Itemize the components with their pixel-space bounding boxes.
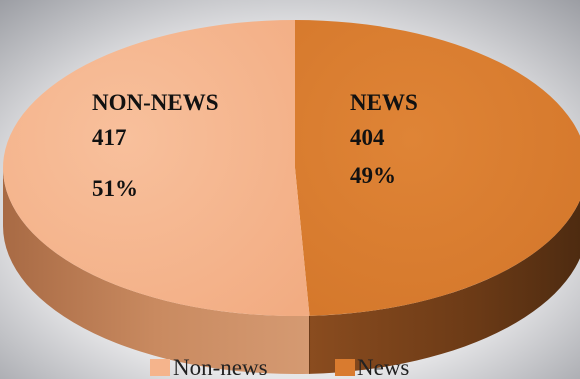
pie-side-non-news	[3, 168, 310, 374]
slice-label-non-news-percent: 51%	[92, 176, 138, 201]
slice-label-non-news-name: NON-NEWS	[92, 90, 219, 115]
slice-label-news-value: 404	[350, 125, 385, 150]
slice-label-non-news: NON-NEWS 417 51%	[92, 90, 219, 201]
pie-group	[3, 20, 580, 374]
slice-label-news-percent: 49%	[350, 163, 396, 188]
slice-label-news-name: NEWS	[350, 90, 418, 115]
pie-slice-non-news	[3, 20, 310, 316]
legend-label-news: News	[357, 355, 409, 379]
legend-label-non-news: Non-news	[173, 355, 268, 379]
legend: Non-news News	[150, 355, 409, 379]
pie-side-news	[309, 200, 580, 374]
slice-label-non-news-value: 417	[92, 125, 127, 150]
pie-slice-news	[295, 20, 580, 316]
legend-swatch-non-news	[150, 359, 170, 376]
legend-swatch-news	[335, 359, 355, 376]
slice-label-news: NEWS 404 49%	[350, 90, 418, 188]
